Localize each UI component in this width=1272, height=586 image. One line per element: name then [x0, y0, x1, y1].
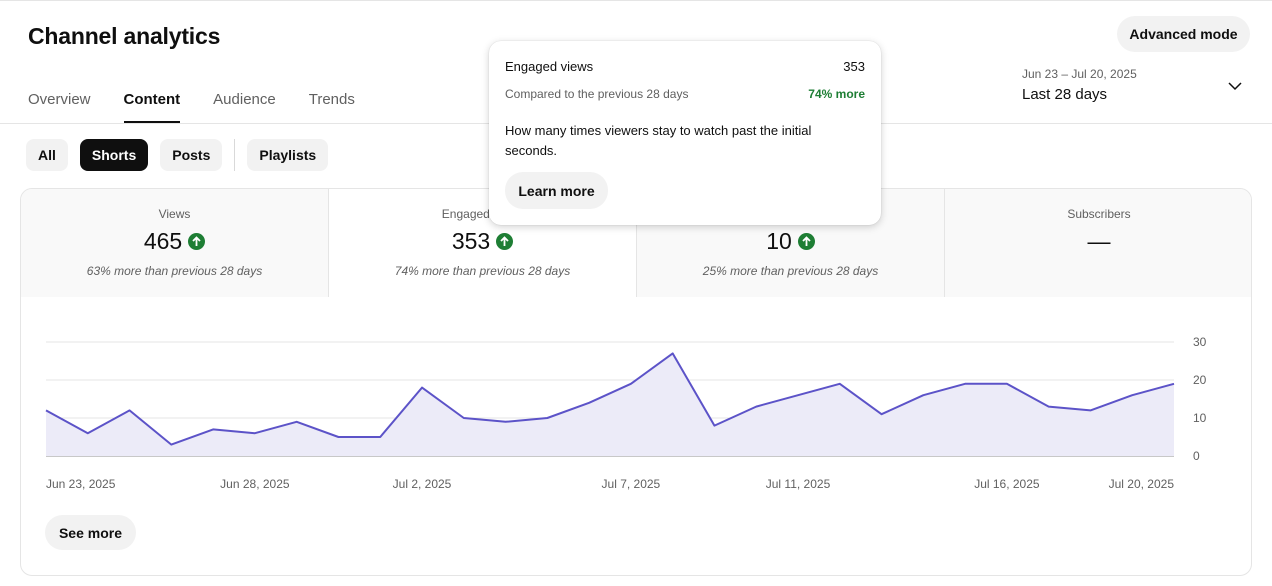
metric-value: 465	[143, 228, 183, 254]
date-range-dates: Jun 23 – Jul 20, 2025	[1022, 67, 1137, 81]
y-tick-label: 30	[1193, 335, 1207, 349]
metric-label: Views	[158, 207, 191, 221]
metrics-card: Views 465 63% more than previous 28 days…	[20, 188, 1252, 576]
chevron-down-icon	[1228, 82, 1242, 91]
y-tick-label: 10	[1193, 411, 1207, 425]
metric-value: 10	[766, 228, 792, 254]
advanced-mode-button[interactable]: Advanced mode	[1117, 16, 1250, 52]
tooltip-title: Engaged views	[505, 59, 594, 74]
x-tick-label: Jul 7, 2025	[602, 477, 661, 491]
page-title: Channel analytics	[28, 23, 221, 49]
learn-more-button[interactable]: Learn more	[505, 172, 608, 209]
y-tick-label: 0	[1193, 449, 1200, 463]
x-tick-label: Jul 16, 2025	[974, 477, 1040, 491]
tab-overview[interactable]: Overview	[28, 91, 91, 108]
filter-chip-shorts[interactable]: Shorts	[79, 139, 149, 171]
metric-views[interactable]: Views 465 63% more than previous 28 days	[21, 189, 329, 297]
metric-tabs: Views 465 63% more than previous 28 days…	[21, 189, 1251, 297]
filter-chip-all[interactable]: All	[26, 139, 68, 171]
filter-chip-playlists[interactable]: Playlists	[247, 139, 329, 171]
x-tick-label: Jun 23, 2025	[46, 477, 116, 491]
see-more-button[interactable]: See more	[45, 515, 136, 550]
analytics-tabs: Overview Content Audience Trends	[28, 88, 388, 124]
content-filter-chips: All Shorts Posts Playlists	[26, 139, 340, 171]
trend-up-icon	[188, 233, 206, 250]
date-range-label: Last 28 days	[1022, 86, 1108, 103]
metric-value: —	[1087, 228, 1111, 254]
tab-audience[interactable]: Audience	[213, 91, 276, 108]
x-tick-label: Jul 2, 2025	[393, 477, 452, 491]
chip-divider	[234, 139, 236, 171]
metric-comparison: 25% more than previous 28 days	[702, 264, 879, 278]
series-area	[46, 353, 1174, 456]
engaged-views-chart: 0 10 20 30 Jun 23, 2025 Jun 28, 2025 Jul 2, 20…	[45, 335, 1207, 491]
metric-label: Subscribers	[1067, 207, 1131, 221]
metric-comparison: 74% more than previous 28 days	[394, 264, 571, 278]
tooltip-description: How many times viewers stay to watch pas…	[505, 123, 812, 158]
tab-content[interactable]: Content	[123, 88, 180, 124]
metric-comparison: 63% more than previous 28 days	[86, 264, 263, 278]
date-range-picker[interactable]: Jun 23 – Jul 20, 2025 Last 28 days	[1022, 67, 1250, 111]
x-tick-label: Jun 28, 2025	[220, 477, 290, 491]
metric-subscribers[interactable]: Subscribers —	[945, 189, 1251, 297]
tab-trends[interactable]: Trends	[308, 91, 355, 108]
tooltip-delta: 74% more	[808, 87, 865, 101]
metric-engaged-views[interactable]: Engaged views 353 74% more than previous…	[329, 189, 637, 297]
filter-chip-posts[interactable]: Posts	[160, 139, 223, 171]
metric-value: 353	[451, 228, 491, 254]
y-tick-label: 20	[1193, 373, 1207, 387]
series-line	[45, 352, 1175, 446]
x-tick-label: Jul 20, 2025	[1109, 477, 1175, 491]
tooltip-value: 353	[843, 59, 865, 74]
metric-tooltip: Engaged views 353 Compared to the previo…	[489, 41, 881, 225]
x-tick-label: Jul 11, 2025	[766, 477, 831, 491]
top-divider	[0, 0, 1272, 1]
tooltip-comparison-label: Compared to the previous 28 days	[505, 87, 689, 101]
trend-up-icon	[496, 233, 514, 250]
trend-up-icon	[797, 233, 815, 250]
